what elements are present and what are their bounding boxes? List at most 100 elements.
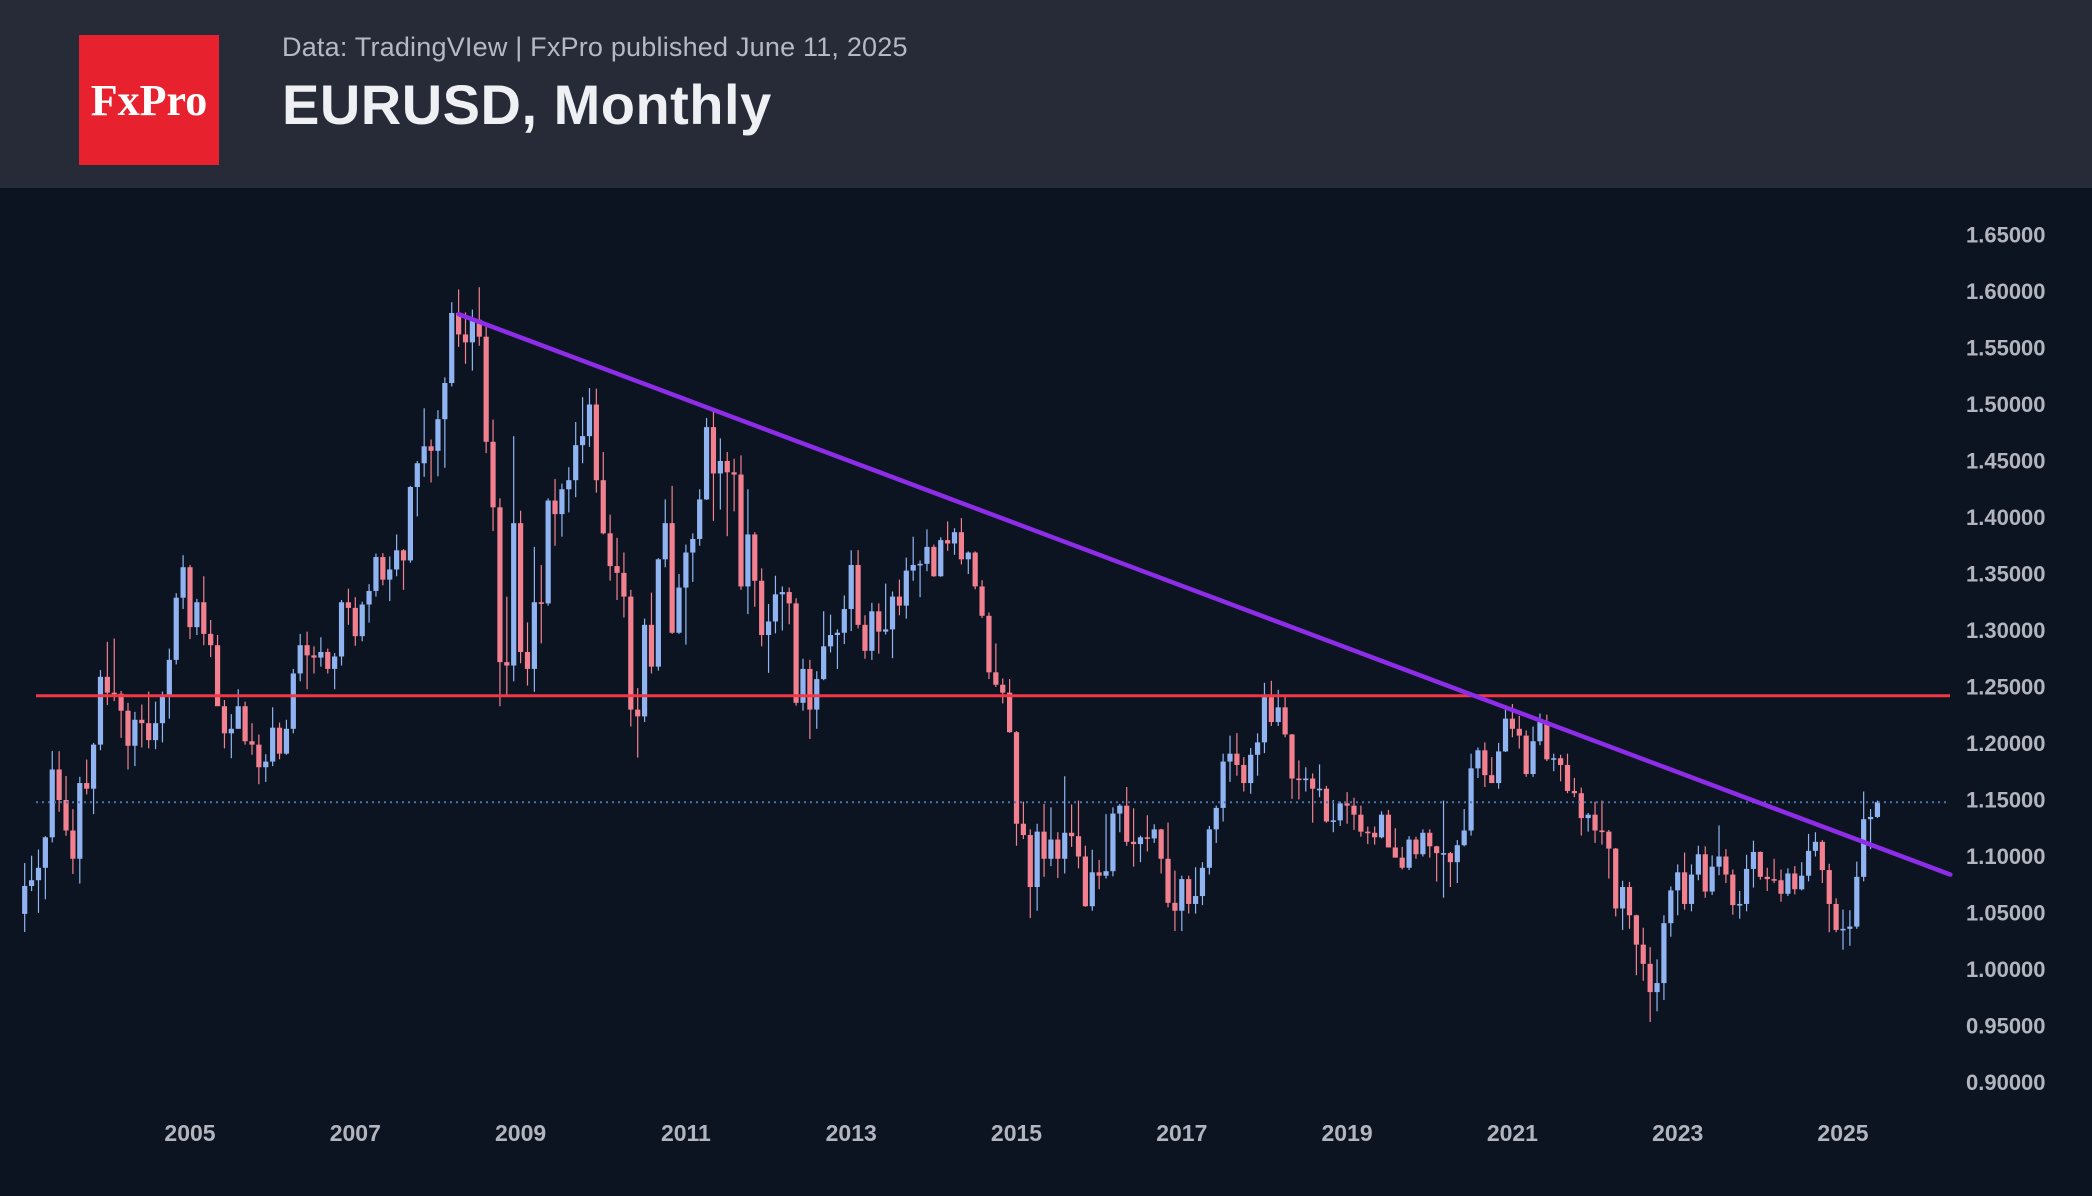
candle-body [1833,903,1839,930]
candle-wick [423,408,425,477]
candle-bear [945,521,951,551]
candle-bull [1275,689,1281,726]
candle-bear [1564,753,1571,794]
x-axis-label: 2007 [330,1120,381,1146]
candle-wick [1174,870,1176,932]
candle-body [1103,871,1109,876]
candle-body [449,312,455,384]
candle-bear [593,388,599,493]
page-title: EURUSD, Monthly [282,73,772,136]
candle-bear [249,723,255,755]
candle-body [28,880,35,886]
candle-bull [938,537,944,577]
candle-bear [621,552,627,618]
candle-bear [1544,714,1550,762]
y-axis-label: 1.15000 [1966,788,2046,813]
candle-bull [1048,807,1054,867]
candle-body [607,533,613,567]
candle-body [917,563,923,566]
candle-body [1041,831,1047,859]
candle-body [628,596,634,710]
candle-bear [483,325,489,454]
candle-bull [772,575,779,634]
candle-bull [387,556,393,602]
candle-body [290,673,296,729]
trendline [456,311,1953,877]
candle-bear [1606,829,1612,879]
candle-body [800,668,806,703]
candle-wick [1367,826,1369,845]
candle-wick [251,723,253,755]
candle-body [662,523,668,560]
candle-bear [1296,760,1302,800]
x-axis-label: 2021 [1487,1120,1538,1146]
candle-bear [1723,849,1729,884]
candle-wick [637,688,639,758]
candle-body [1048,839,1054,859]
candle-bull [1192,867,1199,914]
candle-body [1310,778,1316,789]
header-bar: FxPro Data: TradingVIew | FxPro publishe… [0,0,2092,188]
y-axis-label: 1.35000 [1966,562,2046,587]
candle-body [889,596,896,630]
candle-wick [1346,792,1348,824]
candle-bull [97,670,104,751]
candle-bull [263,754,269,782]
candle-body [90,744,97,789]
candle-bear [201,576,207,646]
y-axis-label: 1.60000 [1966,279,2046,304]
candle-bear [710,411,717,521]
candle-bull [1117,803,1123,833]
y-axis-label: 1.65000 [1966,223,2046,248]
candle-bull [1785,868,1791,897]
candle-body [924,546,930,564]
candle-bear [1571,777,1577,798]
candle-wick [912,536,914,581]
candle-body [407,486,413,561]
candle-bull [1103,814,1109,879]
x-axis: 2005 2007 2009 2011 2013 2015 2017 2019 2021 2023… [164,1120,1868,1146]
candle-body [1799,875,1805,890]
candle-body [42,837,48,868]
candle-bear [807,659,813,739]
header-titles: Data: TradingVIew | FxPro published June… [282,32,908,137]
candle-bear [896,579,903,616]
candle-body [35,867,42,881]
candle-bull [883,583,889,635]
candle-body [1571,790,1577,794]
candle-body [1351,805,1357,815]
candle-bull [559,483,565,537]
candle-body [352,607,358,637]
candle-body [738,474,744,587]
candle-bull [1378,811,1385,839]
candle-body [394,550,400,570]
y-axis-label: 0.90000 [1966,1070,2046,1095]
chart-subtitle: Data: TradingVIew | FxPro published June… [282,32,908,62]
candle-body [1530,741,1536,775]
candle-body [483,336,489,442]
candle-bull [1812,832,1819,857]
candle-body [669,523,675,633]
candle-wick [306,631,308,690]
candle-body [1737,903,1743,906]
candle-body [146,723,152,741]
candle-bull [1805,833,1812,882]
candle-wick [430,439,432,483]
candle-bear [793,598,799,706]
candle-wick [692,533,694,582]
candle-bear [1447,851,1454,888]
candle-body [504,662,510,666]
candle-body [456,312,462,335]
candle-bear [1681,852,1688,910]
candle-wick [568,467,570,513]
candle-body [1062,832,1068,859]
candle-wick [829,614,832,653]
candle-bear [1055,832,1061,878]
candle-bear [1613,848,1619,917]
candle-bear [276,722,283,760]
candle-bull [394,534,400,577]
candle-bull [421,408,427,477]
candle-bull [22,863,28,932]
candle-wick [1312,773,1314,823]
